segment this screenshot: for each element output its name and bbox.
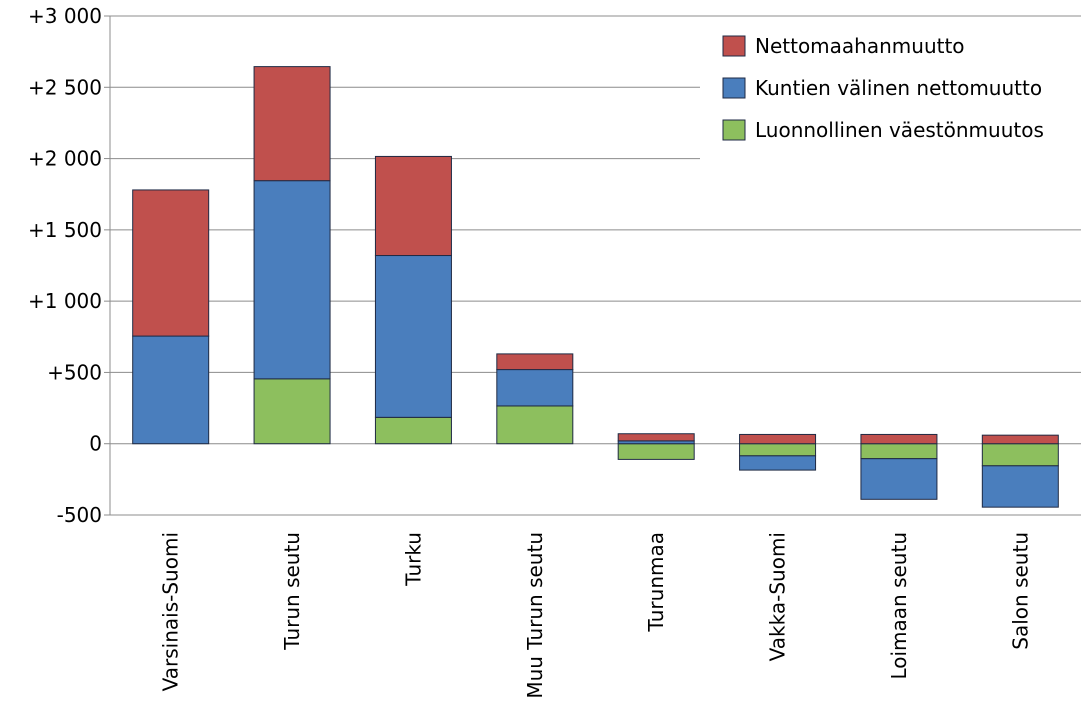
y-tick-label: +1 000 <box>28 289 102 313</box>
x-category-label: Loimaan seutu <box>887 532 911 680</box>
y-tick-label: -500 <box>57 503 102 527</box>
bar-segment <box>860 458 938 500</box>
y-tick-label: 0 <box>89 432 102 456</box>
y-tick-label: +2 500 <box>28 75 102 99</box>
legend-label: Kuntien välinen nettomuutto <box>755 76 1042 100</box>
y-axis: +3 000 +2 500 +2 000 +1 500 +1 000 +500 0 -500 <box>28 4 111 527</box>
bar-segment <box>253 66 331 182</box>
bar-segment <box>496 369 574 407</box>
bar-segment <box>981 434 1059 445</box>
bar-segment <box>860 443 938 460</box>
x-category-label: Turku <box>401 532 425 587</box>
bar-segment <box>253 378 331 445</box>
legend-swatch <box>722 119 746 141</box>
x-category-label: Muu Turun seutu <box>523 532 547 699</box>
x-category-label: Vakka-Suomi <box>766 532 790 661</box>
bars <box>132 66 1059 508</box>
legend-swatch <box>722 77 746 99</box>
bar-segment <box>981 443 1059 467</box>
bar-segment <box>739 443 817 457</box>
bar-segment <box>496 405 574 445</box>
legend-background <box>700 24 1081 174</box>
legend-label: Nettomaahanmuutto <box>755 34 965 58</box>
x-category-label: Varsinais-Suomi <box>159 532 183 691</box>
bar-segment <box>132 189 210 337</box>
y-tick-label: +2 000 <box>28 147 102 171</box>
x-category-label: Salon seutu <box>1008 532 1032 650</box>
bar-segment <box>374 255 452 418</box>
bar-segment <box>617 433 695 442</box>
x-category-label: Turun seutu <box>280 532 304 651</box>
bar-segment <box>860 433 938 445</box>
y-tick-label: +3 000 <box>28 4 102 28</box>
bar-segment <box>739 455 817 471</box>
y-tick-label: +1 500 <box>28 218 102 242</box>
bar-segment <box>132 335 210 445</box>
bar-segment <box>496 353 574 371</box>
bar-segment <box>981 465 1059 508</box>
bar-segment <box>253 180 331 380</box>
legend: Nettomaahanmuutto Kuntien välinen nettomu… <box>700 24 1081 174</box>
bar-segment <box>374 416 452 445</box>
bar-segment <box>374 155 452 257</box>
x-axis: Varsinais-Suomi Turun seutu Turku Muu Turun… <box>159 532 1033 699</box>
x-category-label: Turunmaa <box>644 532 668 632</box>
bar-segment <box>617 443 695 460</box>
y-tick-label: +500 <box>47 360 102 384</box>
bar-segment <box>739 433 817 445</box>
legend-swatch <box>722 35 746 57</box>
legend-label: Luonnollinen väestönmuutos <box>755 118 1044 142</box>
